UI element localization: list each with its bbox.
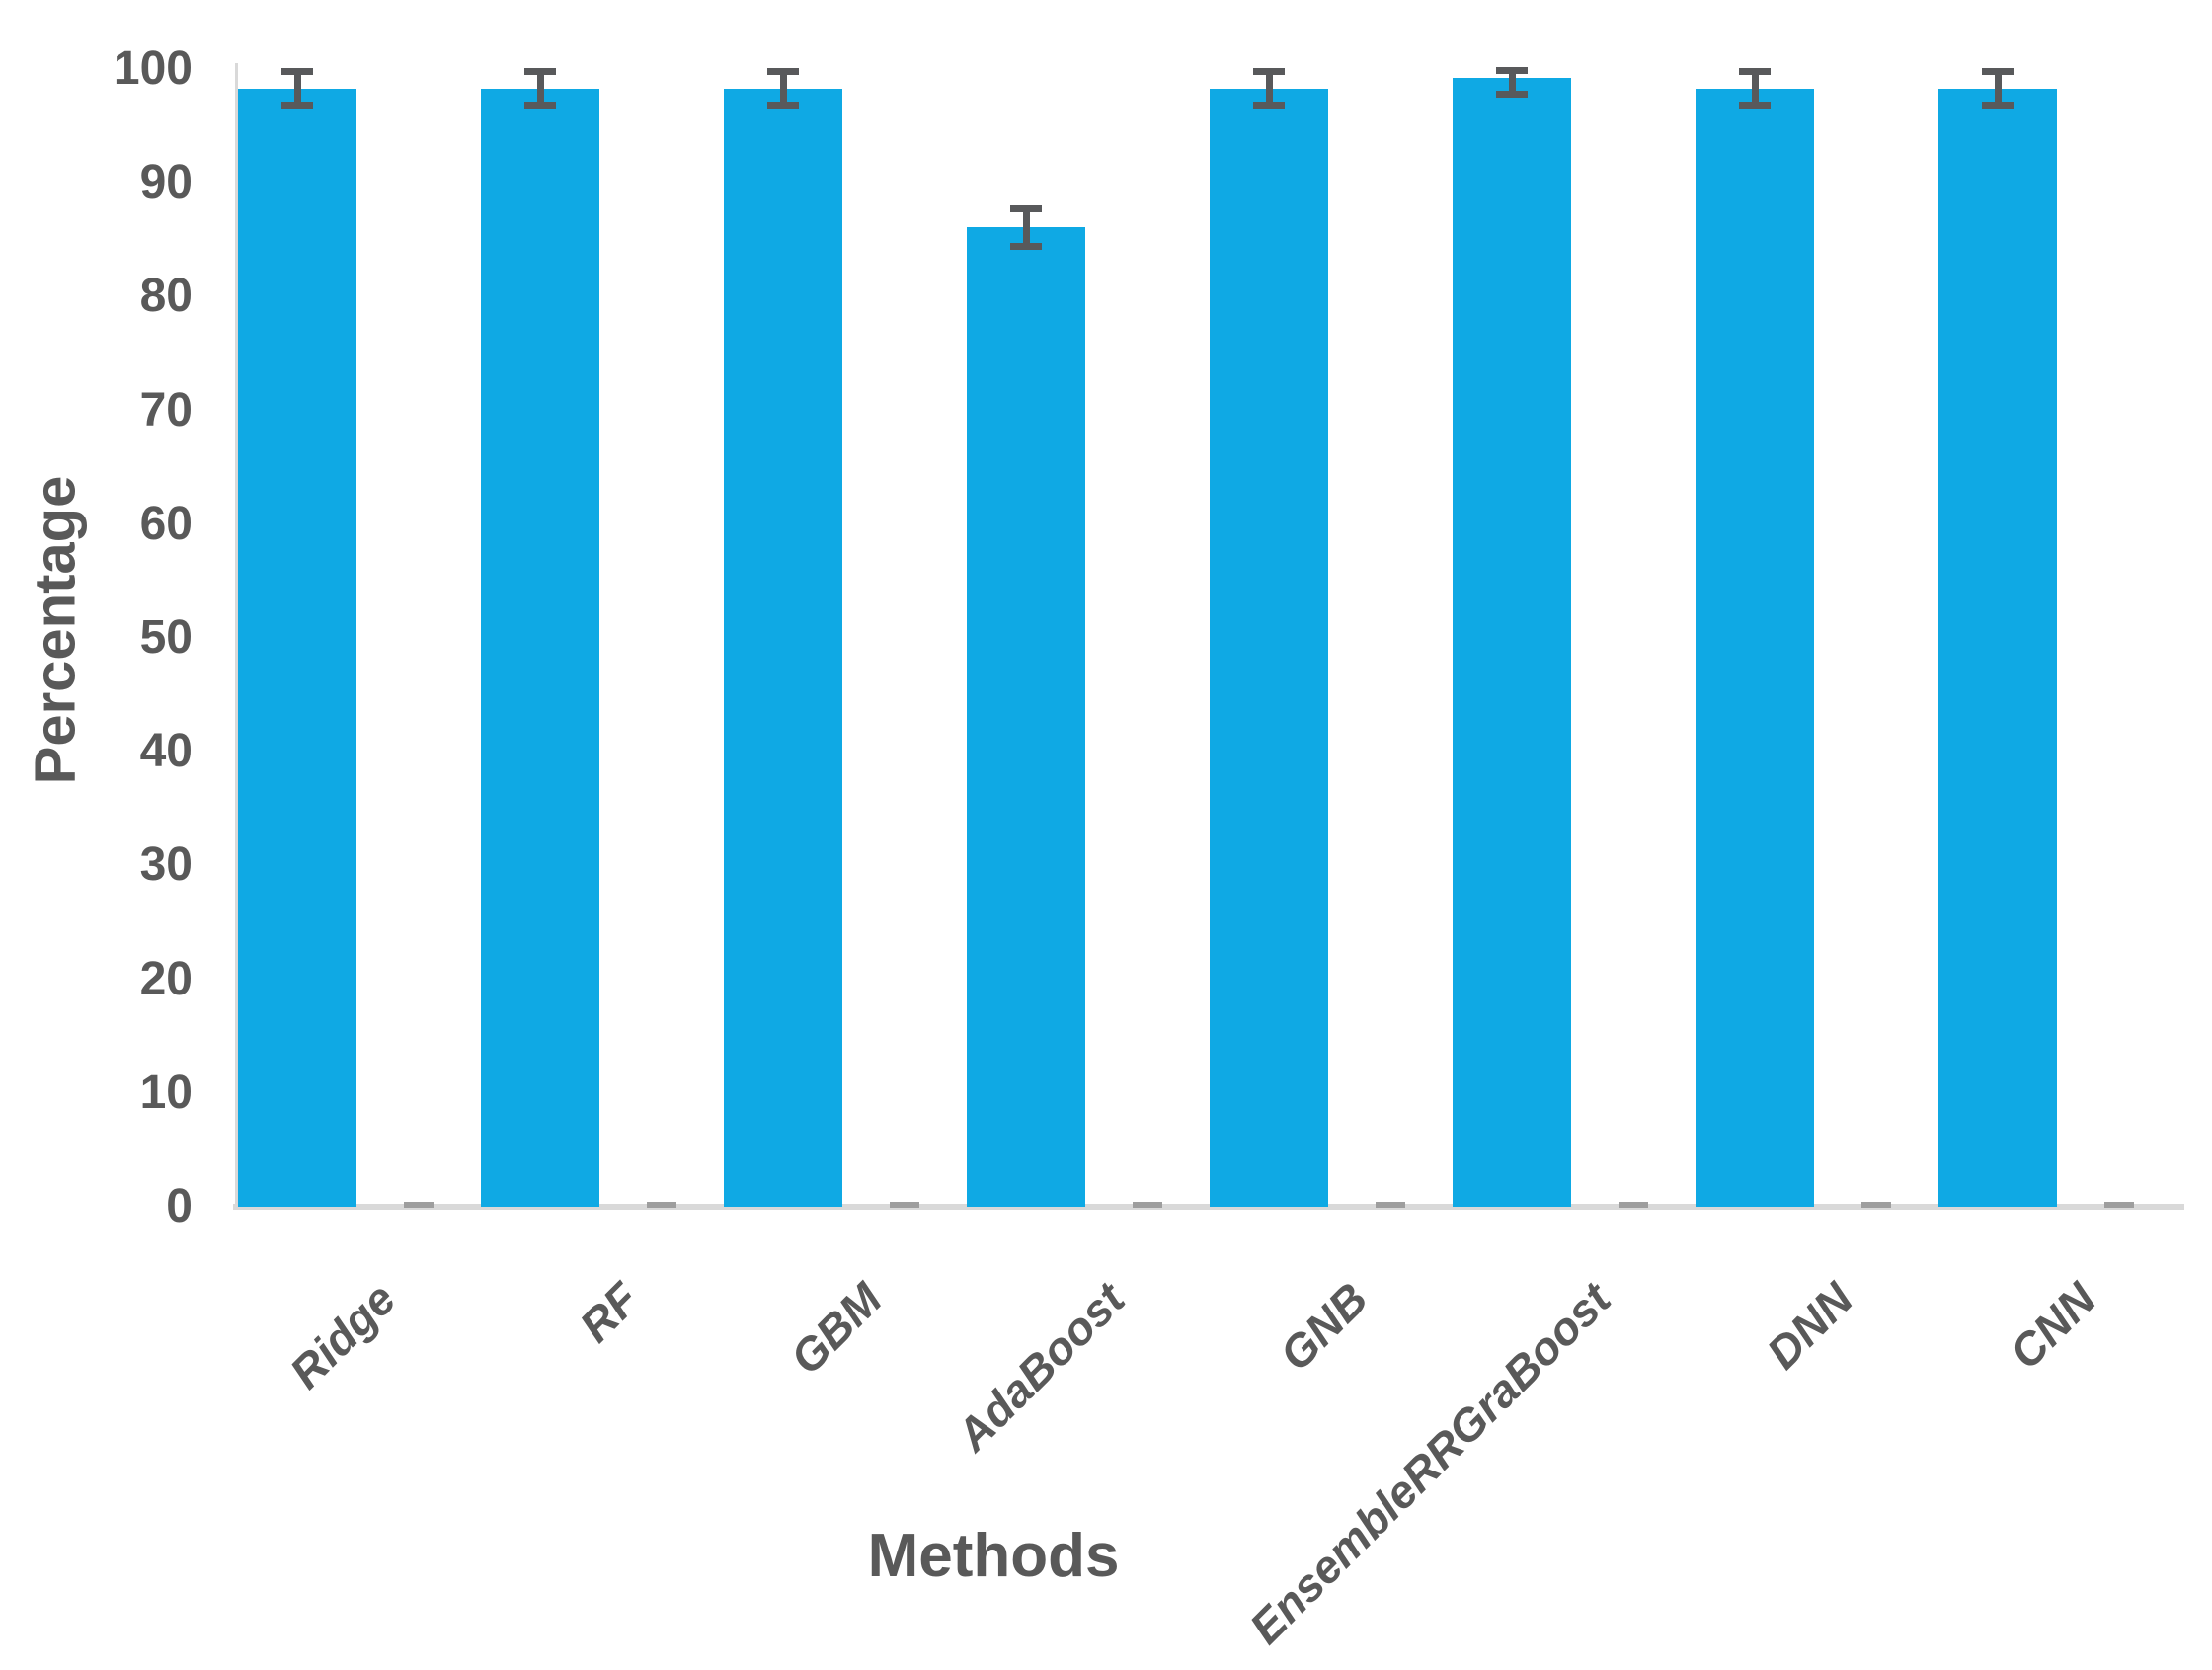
error-bar-cap-top-AdaBoost: [1010, 204, 1042, 212]
error-bar-AdaBoost: [1022, 207, 1030, 247]
error-bar-cap-bottom-AdaBoost: [1010, 242, 1042, 250]
y-tick-40: 40: [139, 725, 193, 778]
error-bar-cap-top-RF: [524, 68, 556, 76]
category-boundary-tick: [1376, 1202, 1405, 1208]
y-tick-20: 20: [139, 952, 193, 1005]
category-boundary-tick: [1133, 1202, 1162, 1208]
y-tick-0: 0: [166, 1180, 193, 1233]
bar-CNN: [1938, 88, 2057, 1207]
x-category-label-DNN: DNN: [1757, 1272, 1863, 1379]
bar-DNN: [1696, 88, 1814, 1207]
bar-GBM: [724, 88, 842, 1207]
y-tick-50: 50: [139, 611, 193, 664]
error-bar-GNB: [1265, 71, 1273, 106]
error-bar-cap-bottom-GBM: [767, 101, 799, 109]
y-tick-80: 80: [139, 270, 193, 323]
y-tick-70: 70: [139, 383, 193, 437]
error-bar-DNN: [1751, 71, 1759, 106]
y-tick-10: 10: [139, 1066, 193, 1119]
y-tick-60: 60: [139, 497, 193, 550]
bar-AdaBoost: [967, 227, 1085, 1207]
y-tick-90: 90: [139, 156, 193, 209]
category-boundary-tick: [2104, 1202, 2134, 1208]
error-bar-RF: [536, 71, 544, 106]
error-bar-cap-bottom-RF: [524, 101, 556, 109]
error-bar-GBM: [779, 71, 787, 106]
y-axis-line: [235, 63, 238, 1207]
x-category-label-AdaBoost: AdaBoost: [946, 1272, 1135, 1462]
error-bar-CNN: [1994, 71, 2002, 106]
bar-GNB: [1210, 88, 1328, 1207]
bar-Ridge: [238, 88, 356, 1207]
category-boundary-tick: [404, 1202, 434, 1208]
x-category-label-GBM: GBM: [779, 1272, 892, 1385]
error-bar-cap-top-EnsembleRRGraBoost: [1496, 67, 1528, 75]
error-bar-cap-top-GBM: [767, 68, 799, 76]
x-category-label-Ridge: Ridge: [279, 1272, 406, 1398]
error-bar-cap-top-CNN: [1982, 68, 2014, 76]
error-bar-cap-bottom-GNB: [1253, 101, 1285, 109]
error-bar-cap-bottom-EnsembleRRGraBoost: [1496, 91, 1528, 99]
x-category-label-GNB: GNB: [1269, 1272, 1378, 1381]
category-boundary-tick: [890, 1202, 919, 1208]
error-bar-Ridge: [293, 71, 301, 106]
x-category-label-RF: RF: [569, 1272, 649, 1352]
x-category-label-CNN: CNN: [2000, 1272, 2106, 1379]
y-tick-30: 30: [139, 838, 193, 892]
error-bar-cap-top-Ridge: [281, 68, 313, 76]
x-axis-title: Methods: [867, 1522, 1120, 1590]
category-boundary-tick: [647, 1202, 676, 1208]
category-boundary-tick: [1861, 1202, 1891, 1208]
x-axis-line: [233, 1204, 2184, 1210]
error-bar-EnsembleRRGraBoost: [1508, 70, 1516, 96]
bar-EnsembleRRGraBoost: [1453, 78, 1571, 1207]
error-bar-cap-bottom-Ridge: [281, 101, 313, 109]
error-bar-cap-top-DNN: [1739, 68, 1771, 76]
y-tick-100: 100: [113, 42, 193, 95]
error-bar-cap-bottom-CNN: [1982, 101, 2014, 109]
error-bar-cap-top-GNB: [1253, 68, 1285, 76]
bar-RF: [481, 88, 599, 1207]
error-bar-cap-bottom-DNN: [1739, 101, 1771, 109]
category-boundary-tick: [1619, 1202, 1648, 1208]
